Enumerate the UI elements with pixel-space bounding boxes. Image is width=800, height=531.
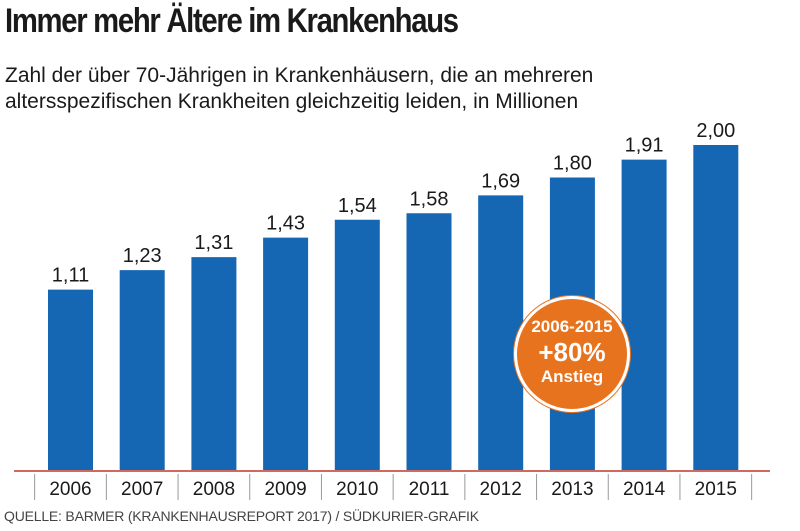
data-label: 1,69	[481, 170, 520, 192]
badge-percent: +80%	[538, 337, 606, 367]
data-label: 1,31	[194, 232, 233, 254]
data-label: 1,54	[338, 195, 377, 217]
x-tick-label: 2011	[409, 479, 450, 500]
bar-2007	[119, 270, 165, 470]
data-label: 1,43	[266, 213, 305, 235]
x-tick-label: 2015	[695, 479, 737, 500]
x-tick-label: 2014	[623, 479, 666, 500]
bar-2010	[334, 219, 380, 470]
bar-2014	[621, 159, 667, 470]
x-tick-label: 2013	[551, 479, 593, 500]
data-label: 1,23	[123, 245, 162, 267]
x-tick-label: 2010	[336, 479, 378, 500]
bar-2012	[478, 195, 524, 470]
subtitle-line-2: altersspezifischen Krankheiten gleichzei…	[5, 90, 579, 113]
bar-2008	[191, 257, 237, 470]
badge-period: 2006-2015	[531, 317, 613, 336]
data-label: 1,58	[410, 188, 449, 210]
data-label: 1,80	[553, 153, 592, 175]
data-label: 1,91	[625, 135, 664, 157]
chart-title: Immer mehr Ältere im Krankenhaus	[5, 2, 459, 40]
badge-label: Anstieg	[540, 367, 604, 386]
x-tick-label: 2009	[264, 479, 306, 500]
data-label: 2,00	[696, 120, 735, 142]
x-tick-label: 2012	[480, 479, 522, 500]
bar-2009	[263, 237, 309, 470]
subtitle-line-1: Zahl der über 70-Jährigen in Krankenhäus…	[5, 64, 594, 87]
x-tick-label: 2007	[121, 479, 163, 500]
data-label: 1,11	[52, 265, 89, 287]
bar-2006	[48, 289, 93, 470]
growth-badge: 2006-2015 +80% Anstieg	[514, 296, 630, 412]
source-note: QUELLE: BARMER (KRANKENHAUSREPORT 2017) …	[4, 508, 479, 524]
bar-2015	[693, 145, 739, 470]
x-tick-label: 2008	[193, 479, 235, 500]
bar-2011	[406, 213, 452, 470]
x-tick-label: 2006	[49, 479, 91, 500]
chart-subtitle: Zahl der über 70-Jährigen in Krankenhäus…	[5, 63, 593, 115]
